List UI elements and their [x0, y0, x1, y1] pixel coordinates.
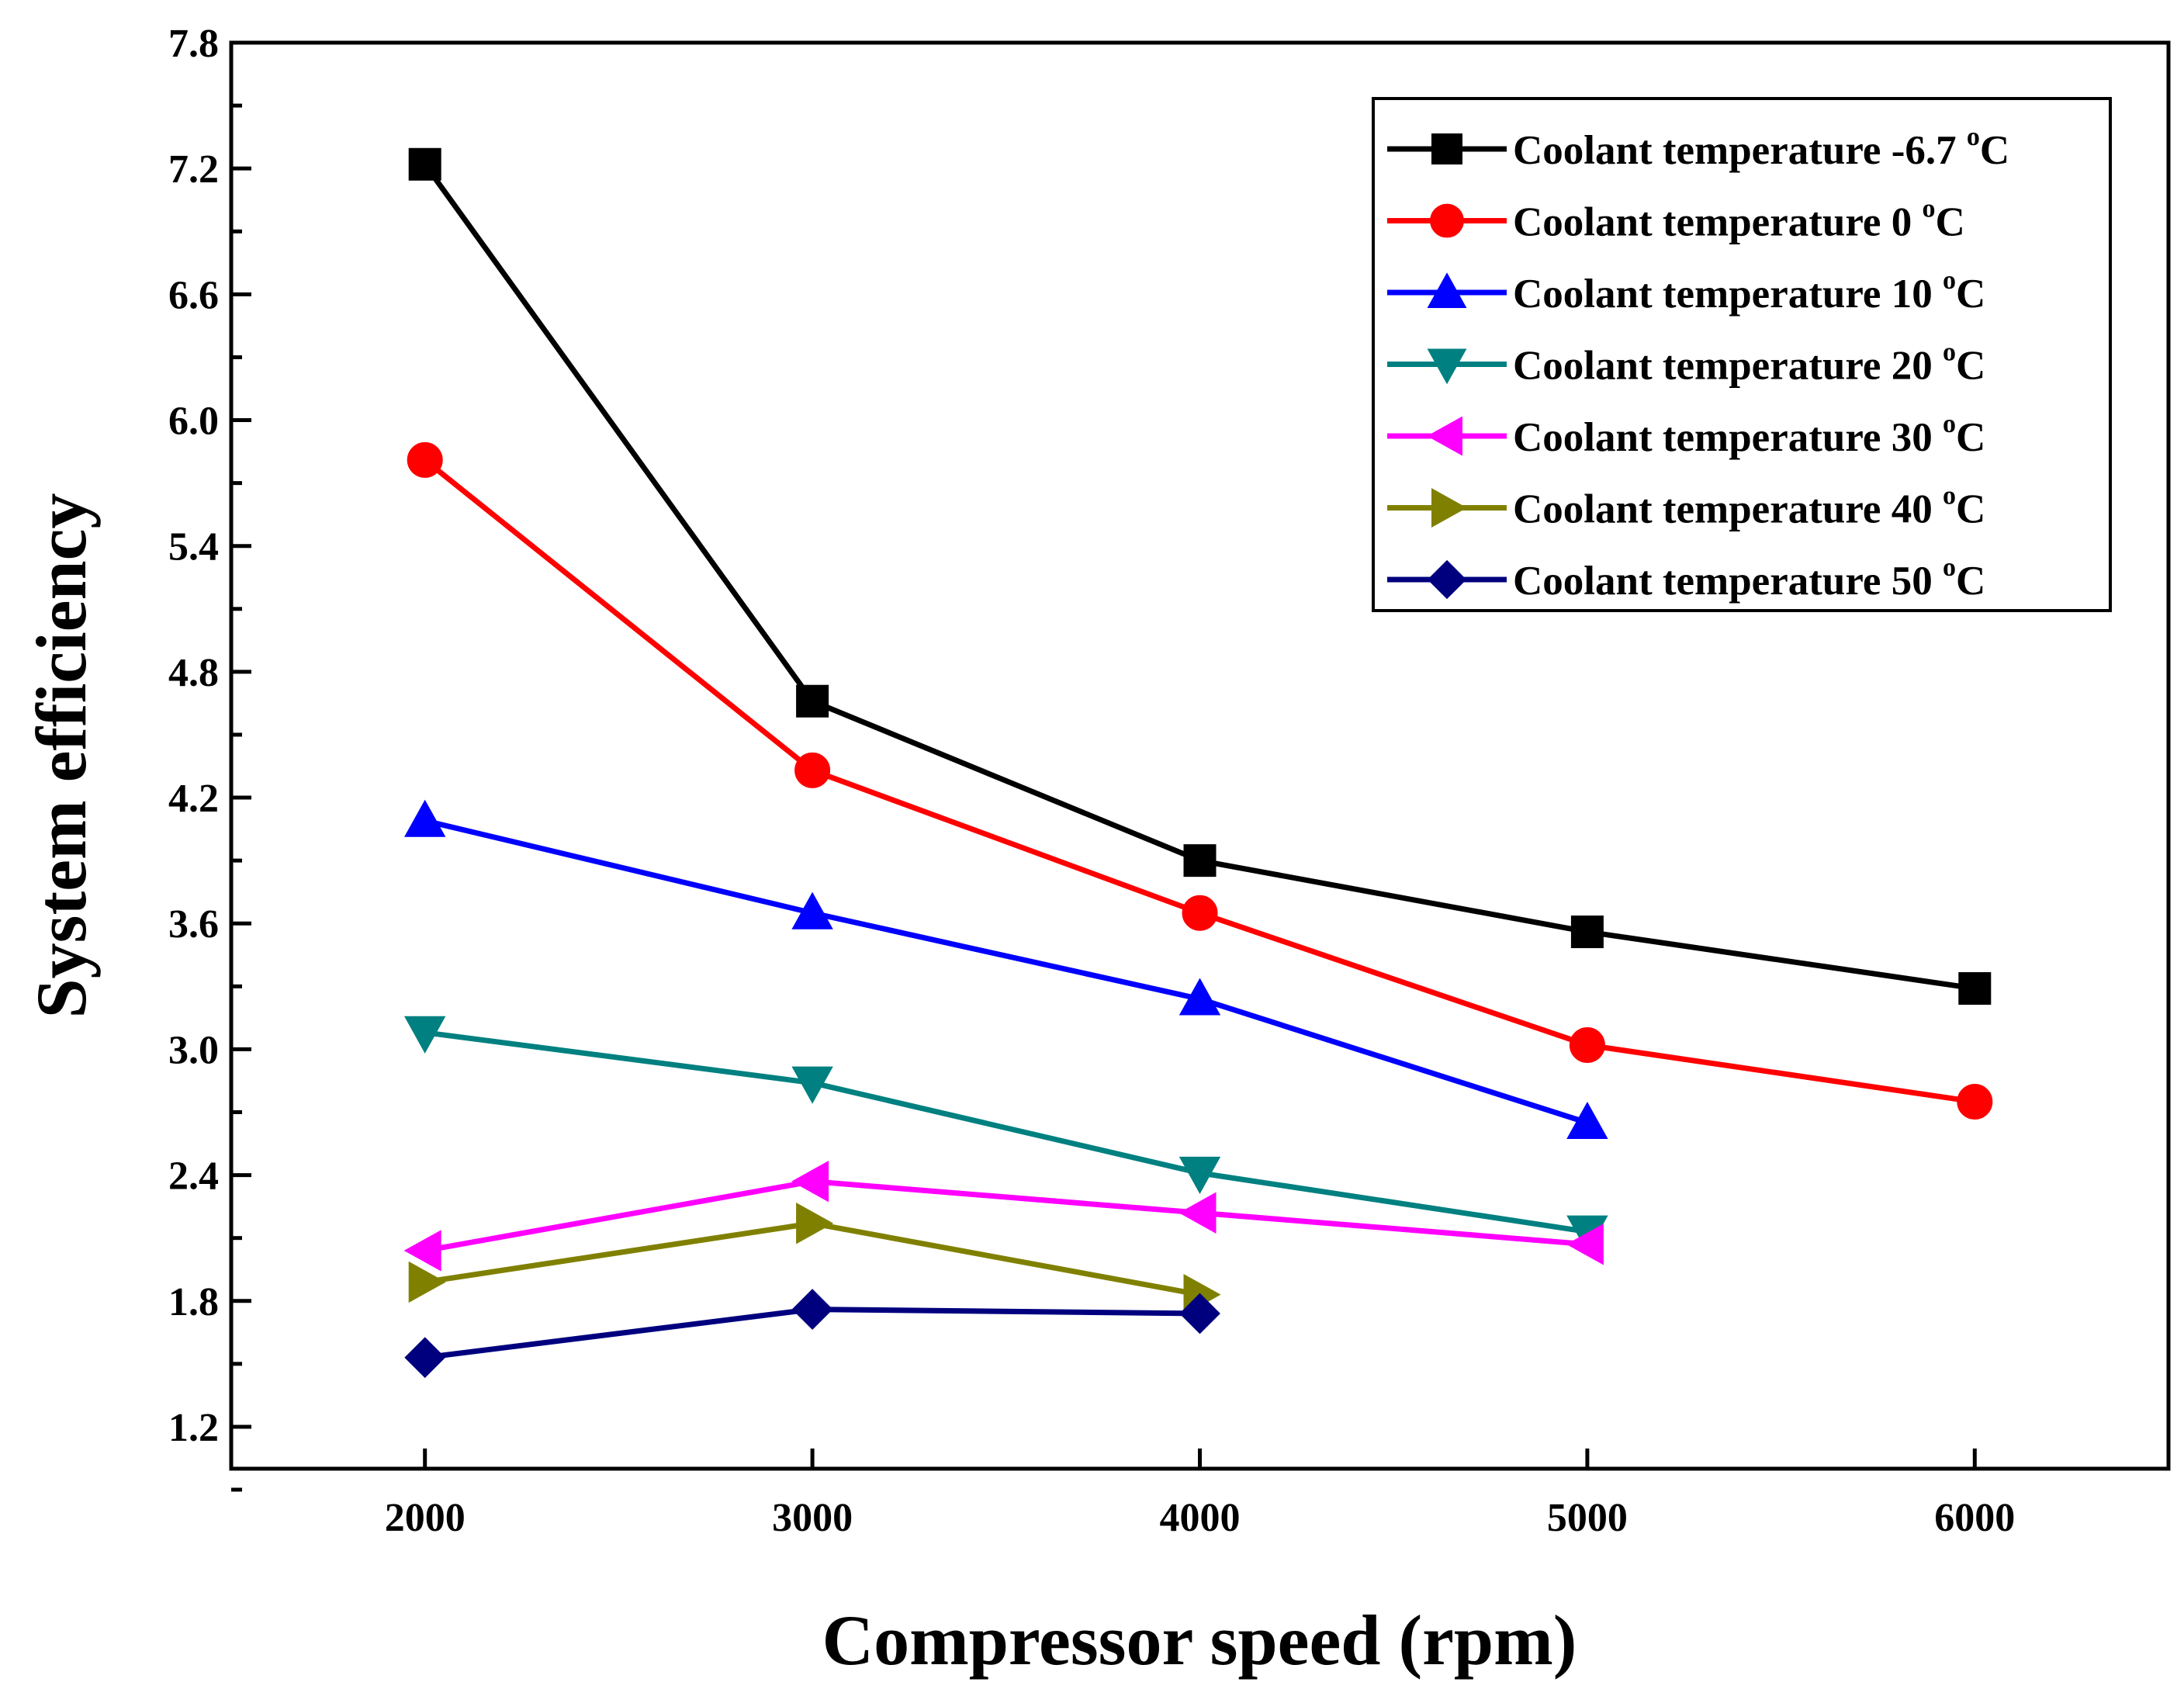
data-point — [1570, 916, 1604, 949]
data-point — [791, 1160, 829, 1203]
legend-marker — [1431, 133, 1462, 164]
data-point — [404, 799, 446, 837]
data-point — [1957, 1083, 1993, 1120]
legend-label: Coolant temperature 40 oC — [1513, 482, 1985, 532]
legend-marker — [1431, 488, 1467, 528]
y-tick-label: 7.8 — [168, 22, 219, 66]
y-tick-label: 1.8 — [168, 1280, 219, 1324]
data-point — [1182, 895, 1218, 931]
data-point — [791, 1066, 833, 1104]
data-point — [796, 684, 829, 718]
data-point — [404, 1337, 446, 1379]
plot-marks — [403, 147, 1993, 1379]
legend-box — [1372, 97, 2112, 612]
axis-ticks: 1.2 1.8 2.4 3.0 3.6 4.2 4.8 5.4 6.0 6.6 7.2 7.8 2000… — [168, 22, 2015, 1540]
data-point — [796, 1203, 834, 1244]
y-tick-label: 4.8 — [168, 651, 219, 695]
y-tick-label: 5.4 — [168, 525, 219, 569]
legend-marker — [1427, 272, 1467, 308]
legend-marker — [1427, 559, 1467, 600]
data-point — [1179, 978, 1221, 1016]
y-tick-label: 7.2 — [168, 147, 219, 192]
series-line — [424, 1030, 1588, 1235]
y-tick-label: 2.4 — [168, 1154, 219, 1199]
x-tick-label: 3000 — [772, 1496, 853, 1540]
legend-label: Coolant temperature -6.7 oC — [1513, 123, 2009, 173]
y-tick-label: 3.6 — [168, 902, 219, 947]
y-tick-label: 1.2 — [168, 1406, 219, 1450]
y-tick-label: 6.6 — [168, 273, 219, 317]
legend-label: Coolant temperature 10 oC — [1513, 266, 1985, 317]
data-point — [1183, 844, 1217, 877]
data-point — [1179, 1156, 1221, 1194]
data-point — [1179, 1293, 1220, 1334]
legend-marker — [1427, 348, 1467, 385]
y-axis-title: System efficiency — [22, 493, 101, 1019]
legend: Coolant temperature -6.7 oC Coolant tempe… — [1372, 97, 2112, 612]
data-point — [407, 441, 443, 478]
data-point — [1566, 1224, 1604, 1265]
data-point — [404, 1016, 446, 1054]
y-tick-label: 4.2 — [168, 777, 219, 821]
series-line — [424, 1179, 1588, 1254]
x-tick-label: 4000 — [1160, 1496, 1241, 1540]
data-point — [403, 1230, 441, 1272]
x-tick-label: 2000 — [385, 1496, 466, 1540]
series-line — [424, 818, 1588, 1126]
legend-marker — [1427, 416, 1462, 456]
x-axis-title: Compressor speed (rpm) — [822, 1601, 1577, 1680]
data-point — [794, 752, 831, 788]
data-point — [1566, 1101, 1608, 1140]
y-tick-label: 3.0 — [168, 1028, 219, 1072]
data-point — [408, 147, 441, 181]
y-tick-label: 6.0 — [168, 400, 219, 444]
legend-label: Coolant temperature 0 oC — [1513, 195, 1965, 245]
legend-label: Coolant temperature 30 oC — [1513, 410, 1985, 460]
legend-label: Coolant temperature 20 oC — [1513, 338, 1985, 389]
data-point — [408, 1261, 446, 1303]
x-tick-label: 5000 — [1547, 1496, 1628, 1540]
data-point — [1569, 1027, 1605, 1064]
data-point — [1958, 972, 1992, 1006]
data-point — [791, 1289, 833, 1330]
x-tick-label: 6000 — [1934, 1496, 2015, 1540]
data-point — [791, 891, 833, 929]
data-point — [1179, 1192, 1217, 1234]
legend-label: Coolant temperature 50 oC — [1513, 553, 1985, 604]
legend-marker — [1430, 203, 1464, 238]
